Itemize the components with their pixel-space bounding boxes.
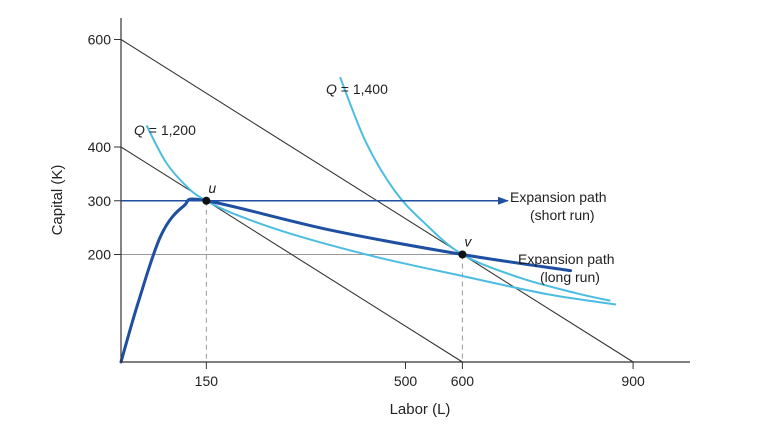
point-u [202,196,211,205]
y-axis-label: Capital (K) [49,165,66,236]
x-tick-label-500: 500 [394,373,418,389]
short-run-label-line1: Expansion path [510,189,607,205]
axes: 150 500 600 900 200 300 400 600 [88,18,690,389]
y-tick-label-600: 600 [88,32,112,48]
isoquant-label-q1200-var: Q [134,122,145,138]
isoquant-label-q1400-var: Q [326,81,337,97]
x-tick-label-600: 600 [451,373,475,389]
y-tick-label-200: 200 [88,247,112,263]
isoquant-label-q1200-value: = 1,200 [145,122,196,138]
isoquant-label-q1200: Q = 1,200 [134,122,196,138]
point-label-u: u [208,180,216,196]
x-axis-label: Labor (L) [390,401,451,418]
isoquant-label-q1400: Q = 1,400 [326,81,388,97]
isoquant-curve-2 [339,76,611,302]
y-tick-label-300: 300 [88,193,112,209]
isocost-line-1 [120,146,463,363]
y-tick-label-400: 400 [88,139,112,155]
x-tick-label-900: 900 [621,373,645,389]
chart-labels: Labor (L) Capital (K) Q = 1,200 Q = 1,40… [49,81,615,418]
tangency-points: uv [202,180,472,259]
point-label-v: v [464,234,472,250]
short-run-label-line2: (short run) [530,207,595,223]
long-run-label-line1: Expansion path [518,251,615,267]
isoquant-curve-1 [145,125,617,306]
long-run-label-line2: (long run) [540,269,600,285]
x-tick-label-150: 150 [195,373,219,389]
guide-lines [121,200,463,362]
isoquant-label-q1400-value: = 1,400 [337,81,388,97]
point-v [458,250,467,259]
isoquant-curves [145,76,617,306]
